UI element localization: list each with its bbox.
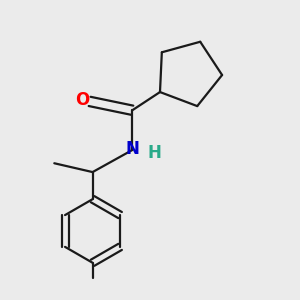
Text: N: N xyxy=(125,140,139,158)
Text: O: O xyxy=(75,91,89,109)
Text: H: H xyxy=(148,144,161,162)
